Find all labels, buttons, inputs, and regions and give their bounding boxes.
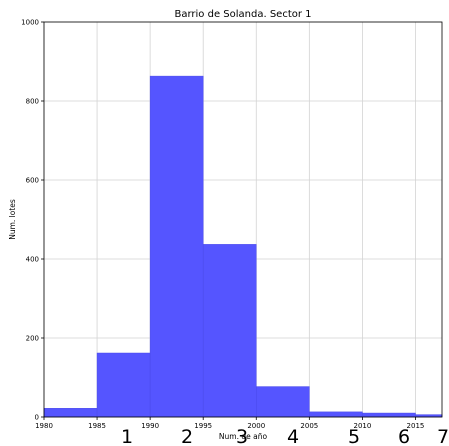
y-axis-label: Num. lotes xyxy=(8,199,17,240)
overlay-label-5: 5 xyxy=(348,426,360,446)
histogram-bar-6 xyxy=(309,411,363,418)
histogram-bar-5 xyxy=(256,386,310,418)
y-tick-label: 1000 xyxy=(21,19,39,27)
histogram-bar-1 xyxy=(43,408,98,418)
bars xyxy=(43,75,443,418)
overlay-label-6: 6 xyxy=(398,426,410,446)
overlay-label-2: 2 xyxy=(181,426,193,446)
axis-ticks xyxy=(41,21,416,420)
x-tick-label: 2005 xyxy=(300,422,318,430)
x-tick-label: 1980 xyxy=(35,422,53,430)
chart-title: Barrio de Solanda. Sector 1 xyxy=(174,9,311,20)
x-tick-label: 1985 xyxy=(88,422,106,430)
overlay-label-1: 1 xyxy=(121,426,133,446)
plot-frame xyxy=(43,21,443,418)
x-tick-label: 2000 xyxy=(247,422,265,430)
histogram-bar-4 xyxy=(202,244,257,418)
histogram-bar-7 xyxy=(362,412,416,418)
y-tick-label: 400 xyxy=(26,256,39,264)
overlay-label-7: 7 xyxy=(437,426,449,446)
x-tick-label: 2010 xyxy=(353,422,371,430)
x-tick-label: 2015 xyxy=(407,422,425,430)
overlay-number-labels: 1 2 3 4 5 6 7 xyxy=(121,426,449,446)
histogram-bar-2 xyxy=(96,352,151,418)
x-tick-labels: 1980 1985 1990 1995 2000 2005 2010 2015 xyxy=(35,422,424,430)
overlay-label-3: 3 xyxy=(236,426,248,446)
histogram-bar-3 xyxy=(149,75,204,418)
x-axis-label: Num. de año xyxy=(219,432,268,441)
y-tick-labels: 0 200 400 600 800 1000 xyxy=(21,19,39,422)
overlay-label-4: 4 xyxy=(287,426,299,446)
x-tick-label: 1995 xyxy=(194,422,212,430)
y-tick-label: 200 xyxy=(26,335,39,343)
y-tick-label: 800 xyxy=(26,98,39,106)
y-tick-label: 0 xyxy=(35,414,39,422)
y-tick-label: 600 xyxy=(26,177,39,185)
x-tick-label: 1990 xyxy=(141,422,159,430)
